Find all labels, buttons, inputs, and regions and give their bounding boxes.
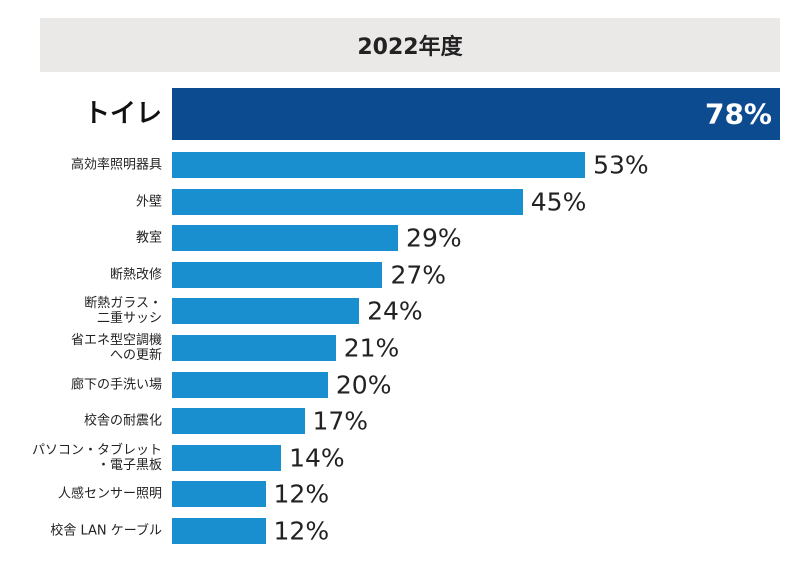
bar — [172, 298, 360, 325]
category-label: 外壁 — [135, 194, 162, 210]
bar — [172, 444, 282, 471]
value-label: 53% — [593, 150, 649, 180]
value-label: 12% — [273, 479, 330, 509]
bar — [172, 518, 266, 544]
bar — [172, 152, 586, 178]
category-label: 校舎 LAN ケーブル — [50, 523, 162, 539]
value-label: 27% — [390, 260, 447, 290]
category-label: 断熱改修 — [109, 267, 162, 283]
bar — [172, 481, 266, 508]
bar — [172, 408, 305, 435]
value-label: 78% — [704, 97, 772, 131]
category-label: トイレ — [83, 99, 162, 129]
bar — [172, 188, 523, 215]
category-label: 校舎の耐震化 — [83, 413, 162, 429]
bar — [172, 335, 336, 361]
bar — [172, 261, 383, 288]
bar — [172, 88, 780, 140]
chart-title: 2022年度 — [40, 18, 780, 72]
category-label: 省エネ型空調機 への更新 — [70, 333, 162, 363]
value-label: 20% — [335, 370, 392, 400]
bar — [172, 371, 328, 398]
value-label: 29% — [406, 223, 462, 253]
category-label: 高効率照明器具 — [70, 157, 162, 173]
value-label: 24% — [367, 296, 423, 326]
value-label: 12% — [273, 516, 330, 546]
value-label: 17% — [312, 406, 369, 436]
category-label: 人感センサー照明 — [57, 486, 162, 502]
category-label: パソコン・タブレット ・電子黒板 — [31, 442, 162, 473]
value-label: 45% — [530, 187, 587, 217]
value-label: 21% — [343, 333, 400, 363]
category-label: 廊下の手洗い場 — [70, 377, 162, 393]
category-label: 断熱ガラス・ 二重サッシ — [84, 296, 162, 327]
value-label: 14% — [289, 443, 345, 473]
bar — [172, 225, 399, 252]
category-label: 教室 — [135, 230, 162, 246]
